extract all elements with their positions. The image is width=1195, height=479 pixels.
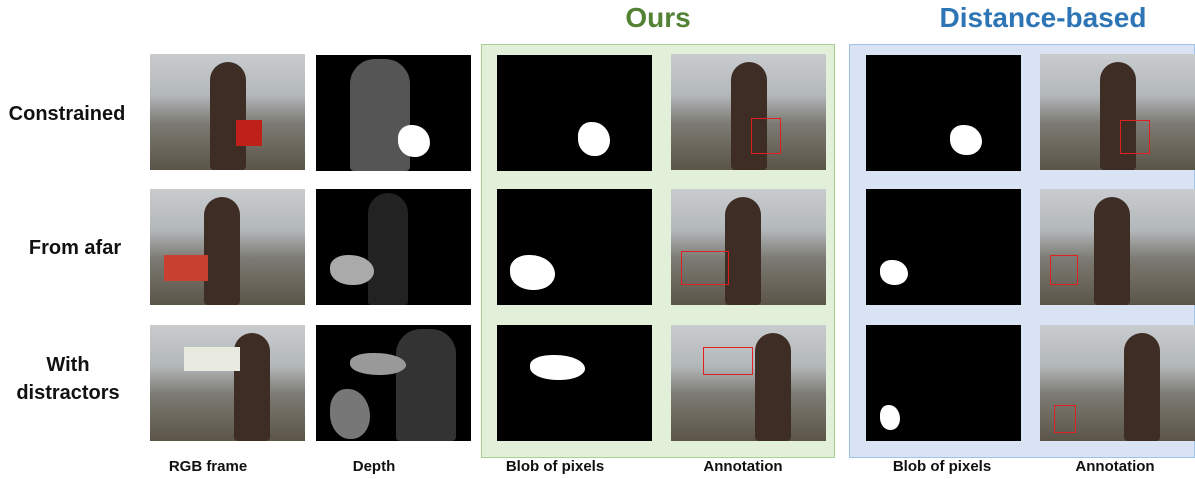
mask-image <box>866 55 1021 171</box>
column-label: Annotation <box>1075 458 1155 475</box>
row-label: Constrained <box>8 103 126 125</box>
rgb-image <box>150 54 305 170</box>
column-label: Blob of pixels <box>892 458 992 475</box>
column-label: Blob of pixels <box>505 458 605 475</box>
annotation-image <box>1040 325 1195 441</box>
distance-title: Distance-based <box>939 2 1147 33</box>
mask-image <box>497 325 652 441</box>
mask-image <box>497 55 652 171</box>
row-label: With distractors <box>16 354 120 404</box>
column-label: Annotation <box>703 458 783 475</box>
depth-image <box>316 55 471 171</box>
depth-image <box>316 325 471 441</box>
annotation-image <box>671 54 826 170</box>
mask-image <box>866 189 1021 305</box>
annotation-image <box>1040 54 1195 170</box>
ours-title: Ours <box>625 2 691 33</box>
rgb-image <box>150 189 305 305</box>
annotation-image <box>671 325 826 441</box>
annotation-image <box>1040 189 1195 305</box>
mask-image <box>497 189 652 305</box>
column-label: Depth <box>352 458 396 475</box>
depth-image <box>316 189 471 305</box>
annotation-image <box>671 189 826 305</box>
mask-image <box>866 325 1021 441</box>
row-label: From afar <box>28 237 122 259</box>
rgb-image <box>150 325 305 441</box>
column-label: RGB frame <box>168 458 248 475</box>
